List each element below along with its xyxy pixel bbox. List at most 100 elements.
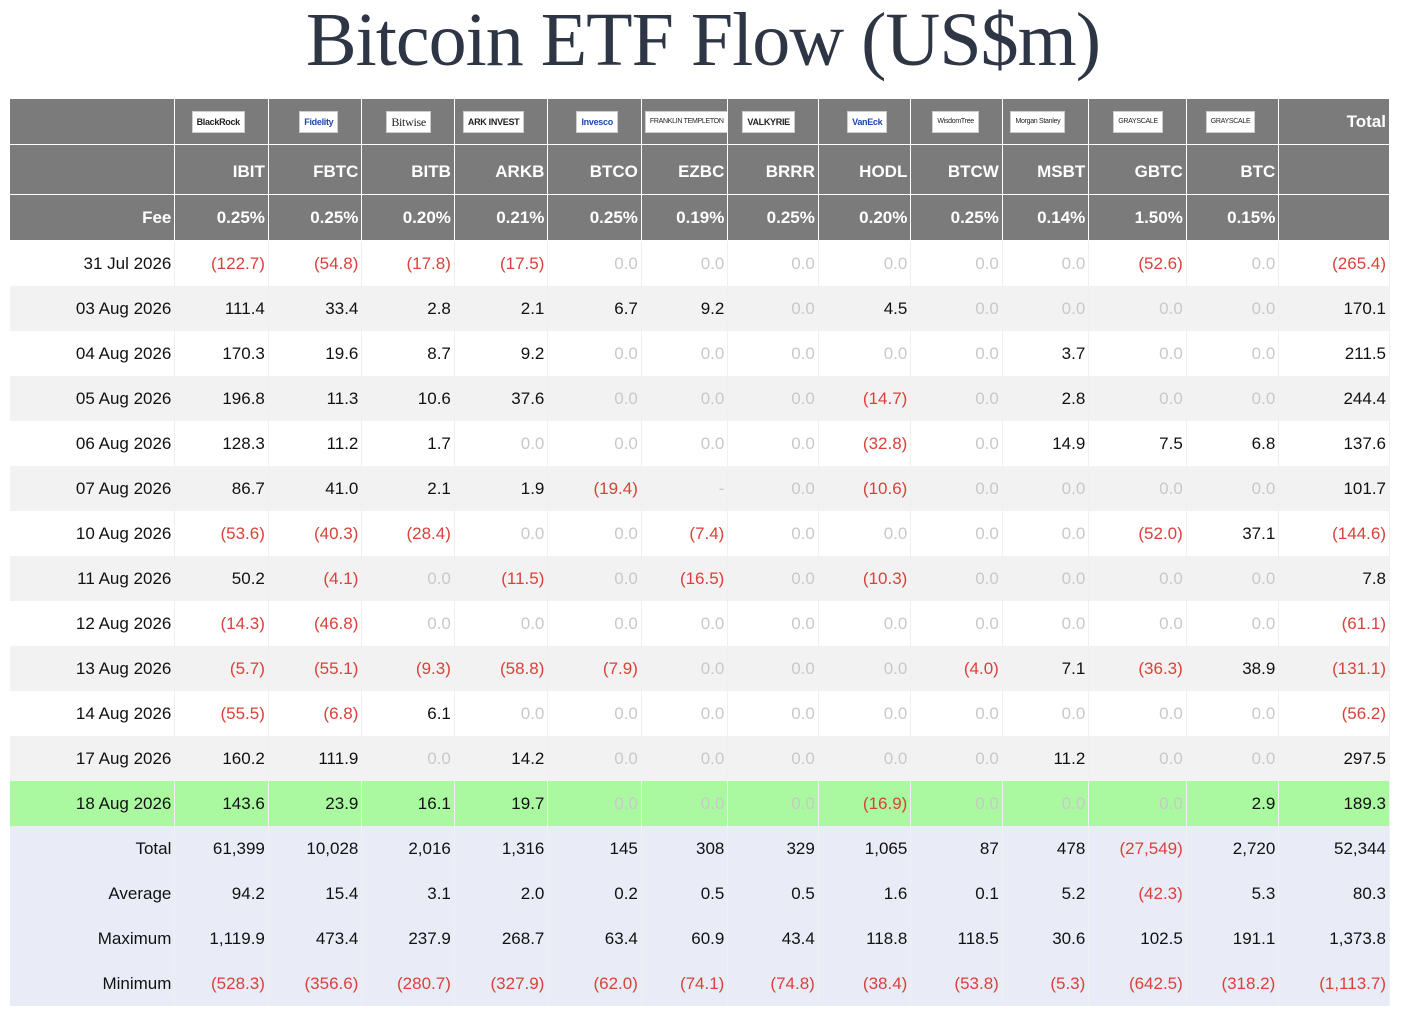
flow-cell: 0.0 [641, 421, 729, 466]
flow-cell: (46.8) [268, 601, 363, 646]
summary-row: Maximum 1,119.9 473.4 237.9 268.7 63.4 60.9 43.… [10, 916, 1390, 961]
summary-cell: 43.4 [727, 916, 819, 961]
flow-cell: (36.3) [1088, 646, 1187, 691]
flow-cell: 0.0 [727, 466, 819, 511]
total-header: Total [1278, 99, 1390, 145]
row-total-cell: 137.6 [1278, 421, 1390, 466]
summary-cell: 145 [547, 826, 642, 871]
flow-cell: 0.0 [547, 331, 642, 376]
summary-cell: 60.9 [641, 916, 729, 961]
flow-cell: (4.0) [910, 646, 1003, 691]
flow-cell: 1.7 [361, 421, 455, 466]
flow-cell: 0.0 [641, 646, 729, 691]
ticker-header: BTCO [547, 144, 642, 195]
flow-cell: 0.0 [727, 781, 819, 826]
flow-cell: 0.0 [1088, 331, 1187, 376]
flow-cell: 111.4 [174, 286, 269, 331]
summary-cell: 268.7 [454, 916, 549, 961]
flow-cell: 2.1 [454, 286, 549, 331]
issuer-logo-gbtc: GRAYSCALE [1088, 99, 1187, 145]
row-total-cell: 170.1 [1278, 286, 1390, 331]
flow-cell: 6.8 [1186, 421, 1280, 466]
flow-cell: 0.0 [1186, 240, 1280, 286]
summary-row: Total 61,399 10,028 2,016 1,316 145 308 329 1,06… [10, 826, 1390, 871]
summary-label: Maximum [10, 916, 176, 961]
flow-cell: (10.3) [818, 556, 912, 601]
flow-cell: 0.0 [910, 286, 1003, 331]
fee-cell: 0.25% [268, 194, 363, 241]
flow-cell: 0.0 [1088, 781, 1187, 826]
summary-label: Minimum [10, 961, 176, 1006]
summary-cell: (62.0) [547, 961, 642, 1006]
invesco-logo: Invesco [576, 110, 618, 133]
summary-cell: 308 [641, 826, 729, 871]
fee-cell: 0.21% [454, 194, 549, 241]
summary-cell: 1.6 [818, 871, 912, 916]
flow-cell: (17.5) [454, 240, 549, 286]
flow-cell: 6.1 [361, 691, 455, 736]
flow-cell: 0.0 [727, 376, 819, 421]
row-total-cell: 101.7 [1278, 466, 1390, 511]
flow-cell: 33.4 [268, 286, 363, 331]
flow-cell: 0.0 [1002, 466, 1090, 511]
fee-label: Fee [10, 194, 176, 241]
flow-cell: 0.0 [1088, 556, 1187, 601]
ticker-header: IBIT [174, 144, 269, 195]
flow-cell: 9.2 [641, 286, 729, 331]
grayscale-logo: GRAYSCALE [1205, 110, 1256, 133]
summary-cell: 0.1 [910, 871, 1003, 916]
flow-cell: (53.6) [174, 511, 269, 556]
flow-cell: 0.0 [641, 331, 729, 376]
fee-cell: 0.25% [174, 194, 269, 241]
flow-cell: 0.0 [1002, 556, 1090, 601]
flow-cell: 23.9 [268, 781, 363, 826]
flow-cell: 41.0 [268, 466, 363, 511]
flow-cell: 0.0 [361, 601, 455, 646]
flow-cell: (58.8) [454, 646, 549, 691]
flow-cell: 196.8 [174, 376, 269, 421]
flow-cell: 0.0 [1186, 601, 1280, 646]
row-total-cell: 244.4 [1278, 376, 1390, 421]
ticker-header: BRRR [727, 144, 819, 195]
issuer-logo-fbtc: Fidelity [268, 99, 363, 145]
flow-cell: 19.7 [454, 781, 549, 826]
flow-cell: 0.0 [727, 286, 819, 331]
summary-cell: (42.3) [1088, 871, 1187, 916]
flow-cell: 0.0 [727, 421, 819, 466]
flow-cell: 0.0 [547, 421, 642, 466]
flow-cell: 4.5 [818, 286, 912, 331]
flow-cell: (54.8) [268, 240, 363, 286]
date-cell: 13 Aug 2026 [10, 646, 176, 691]
summary-cell: (53.8) [910, 961, 1003, 1006]
flow-cell: 0.0 [910, 781, 1003, 826]
vaneck-logo: VanEck [847, 110, 888, 133]
table-row: 14 Aug 2026 (55.5) (6.8) 6.1 0.0 0.0 0.0 0.0 0.0… [10, 691, 1390, 736]
fee-cell: 0.25% [547, 194, 642, 241]
flow-cell: 50.2 [174, 556, 269, 601]
flow-cell: 0.0 [727, 601, 819, 646]
row-total-cell: 297.5 [1278, 736, 1390, 781]
flow-cell: (19.4) [547, 466, 642, 511]
summary-cell: 102.5 [1088, 916, 1187, 961]
flow-cell: 0.0 [1002, 691, 1090, 736]
fee-total-empty [1278, 194, 1390, 241]
flow-cell: 111.9 [268, 736, 363, 781]
summary-total-cell: 80.3 [1278, 871, 1390, 916]
flow-cell: 0.0 [818, 240, 912, 286]
flow-cell: 0.0 [454, 601, 549, 646]
table-row: 03 Aug 2026 111.4 33.4 2.8 2.1 6.7 9.2 0.0 4.5 0.… [10, 286, 1390, 331]
issuer-logo-brrr: VALKYRIE [727, 99, 819, 145]
flow-cell: 170.3 [174, 331, 269, 376]
flow-cell: 128.3 [174, 421, 269, 466]
flow-cell: 7.1 [1002, 646, 1090, 691]
summary-cell: (27,549) [1088, 826, 1187, 871]
flow-cell: 11.2 [268, 421, 363, 466]
flow-cell: 11.3 [268, 376, 363, 421]
flow-cell: 160.2 [174, 736, 269, 781]
issuer-logo-msbt: Morgan Stanley [1002, 99, 1090, 145]
date-cell: 31 Jul 2026 [10, 240, 176, 286]
flow-cell: (14.7) [818, 376, 912, 421]
ticker-header: ARKB [454, 144, 549, 195]
ticker-total-empty [1278, 144, 1390, 195]
flow-cell: 8.7 [361, 331, 455, 376]
